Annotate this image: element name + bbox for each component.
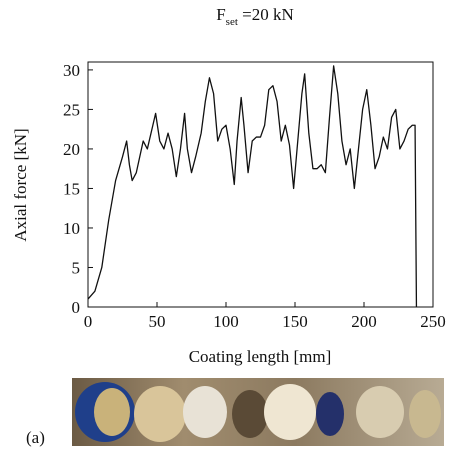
x-axis-label: Coating length [mm] (189, 347, 332, 366)
title-main: F (216, 5, 225, 24)
x-tick-label: 0 (84, 312, 93, 331)
y-tick-label: 10 (63, 219, 80, 238)
x-tick-label: 150 (282, 312, 308, 331)
title-subscript: set (226, 16, 238, 28)
y-tick-label: 20 (63, 140, 80, 159)
x-tick-label: 50 (149, 312, 166, 331)
photo-strip (72, 378, 444, 446)
y-tick-label: 15 (63, 179, 80, 198)
chart-title: Fset =20 kN (216, 5, 294, 28)
x-tick-label: 200 (351, 312, 377, 331)
y-tick-label: 30 (63, 61, 80, 80)
x-tick-label: 250 (420, 312, 446, 331)
y-tick-label: 0 (72, 298, 81, 317)
x-tick-label: 100 (213, 312, 239, 331)
y-axis-label: Axial force [kN] (11, 128, 30, 241)
y-tick-label: 5 (72, 258, 81, 277)
panel-label: (a) (26, 428, 45, 447)
y-tick-label: 25 (63, 100, 80, 119)
plot-frame (87, 61, 434, 308)
title-rest: =20 kN (238, 5, 294, 24)
data-line (87, 65, 418, 308)
